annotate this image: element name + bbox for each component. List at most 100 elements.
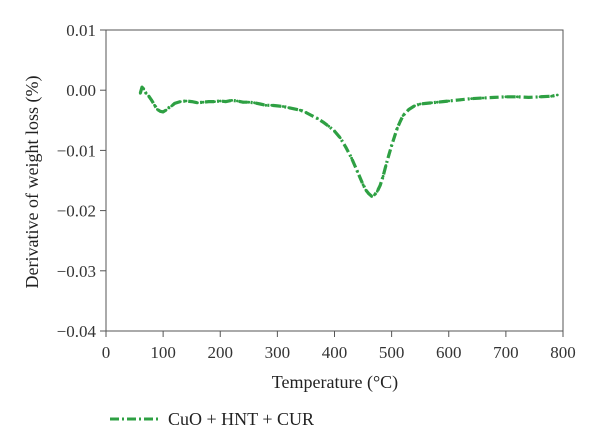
data-point: [504, 95, 508, 99]
data-point: [378, 183, 382, 187]
data-point: [153, 103, 157, 107]
data-point: [147, 94, 151, 98]
data-point: [441, 100, 445, 103]
data-point: [298, 108, 302, 112]
y-tick-label: −0.04: [57, 322, 97, 341]
x-axis-label: Temperature (°C): [272, 372, 398, 393]
data-point: [350, 156, 353, 160]
data-point: [418, 102, 422, 106]
x-tick-label: 300: [265, 343, 291, 362]
data-point: [364, 188, 368, 192]
data-point: [390, 144, 393, 148]
y-axis: 0.01 0.00 −0.01 −0.02 −0.03 −0.04: [57, 21, 106, 341]
data-point: [555, 93, 559, 97]
data-point: [184, 99, 188, 103]
data-point: [230, 99, 234, 102]
data-point: [407, 108, 411, 111]
y-tick-label: 0.01: [66, 21, 96, 40]
data-point: [316, 117, 319, 120]
data-point: [287, 106, 291, 110]
data-point: [361, 183, 365, 187]
data-point: [527, 96, 531, 99]
data-point: [253, 101, 256, 105]
data-point: [276, 104, 279, 108]
x-tick-label: 600: [436, 343, 462, 362]
data-point: [178, 100, 182, 103]
data-point: [270, 103, 274, 107]
data-point: [381, 174, 385, 178]
data-point: [430, 101, 433, 105]
legend-label: CuO + HNT + CUR: [168, 409, 314, 429]
plot-border: [105, 29, 564, 332]
x-axis: 0 100 200 300 400 500 600 700 800: [102, 331, 576, 362]
data-point: [150, 99, 154, 102]
data-point: [190, 100, 194, 103]
data-point: [393, 135, 396, 139]
data-point: [458, 98, 462, 102]
data-point: [550, 94, 553, 98]
data-point: [424, 102, 428, 105]
data-point: [207, 100, 211, 103]
data-point: [170, 104, 174, 108]
data-point: [173, 102, 177, 105]
data-point: [515, 95, 519, 99]
data-point: [370, 194, 373, 198]
plot-area: [105, 29, 564, 332]
data-point: [161, 110, 165, 114]
data-point: [224, 100, 228, 103]
data-point: [310, 114, 313, 117]
x-tick-label: 200: [208, 343, 234, 362]
data-point: [247, 100, 251, 104]
data-point: [384, 164, 388, 167]
data-point: [281, 105, 285, 108]
x-tick-label: 400: [322, 343, 348, 362]
data-point: [201, 100, 205, 104]
y-tick-label: −0.03: [57, 262, 96, 281]
data-point: [395, 126, 399, 130]
data-point: [338, 136, 342, 140]
data-point: [142, 87, 146, 91]
y-tick-label: −0.01: [57, 141, 96, 160]
data-point: [140, 85, 144, 89]
data-point: [138, 91, 142, 95]
data-point: [167, 106, 171, 110]
data-point: [156, 108, 159, 111]
y-tick-label: 0.00: [66, 81, 96, 100]
data-point: [333, 129, 336, 133]
data-point: [241, 100, 245, 104]
legend: CuO + HNT + CUR: [110, 409, 314, 429]
data-point: [435, 100, 439, 104]
x-tick-label: 700: [493, 343, 519, 362]
y-tick-label: −0.02: [57, 202, 96, 221]
data-point: [258, 102, 262, 106]
data-point: [321, 120, 325, 124]
data-point: [327, 124, 331, 128]
data-point: [164, 108, 168, 112]
data-point: [375, 189, 379, 193]
data-point: [413, 104, 416, 108]
x-tick-label: 500: [379, 343, 405, 362]
data-point: [373, 193, 376, 197]
data-point: [144, 91, 148, 95]
data-point: [236, 99, 239, 103]
data-point: [356, 170, 359, 173]
data-point: [401, 114, 405, 117]
x-tick-label: 0: [102, 343, 111, 362]
data-point: [264, 103, 268, 107]
data-point: [304, 111, 308, 114]
series-layer: [138, 85, 559, 198]
data-point: [538, 95, 542, 99]
data-point: [481, 96, 485, 100]
data-point: [213, 100, 216, 103]
data-point: [344, 146, 348, 149]
data-point: [447, 99, 451, 103]
data-point: [387, 153, 391, 157]
data-point: [470, 97, 473, 100]
data-point: [218, 99, 222, 103]
data-point: [493, 96, 496, 99]
data-point: [398, 120, 402, 123]
data-point: [158, 109, 162, 113]
x-tick-label: 800: [550, 343, 576, 362]
data-point: [293, 107, 296, 111]
